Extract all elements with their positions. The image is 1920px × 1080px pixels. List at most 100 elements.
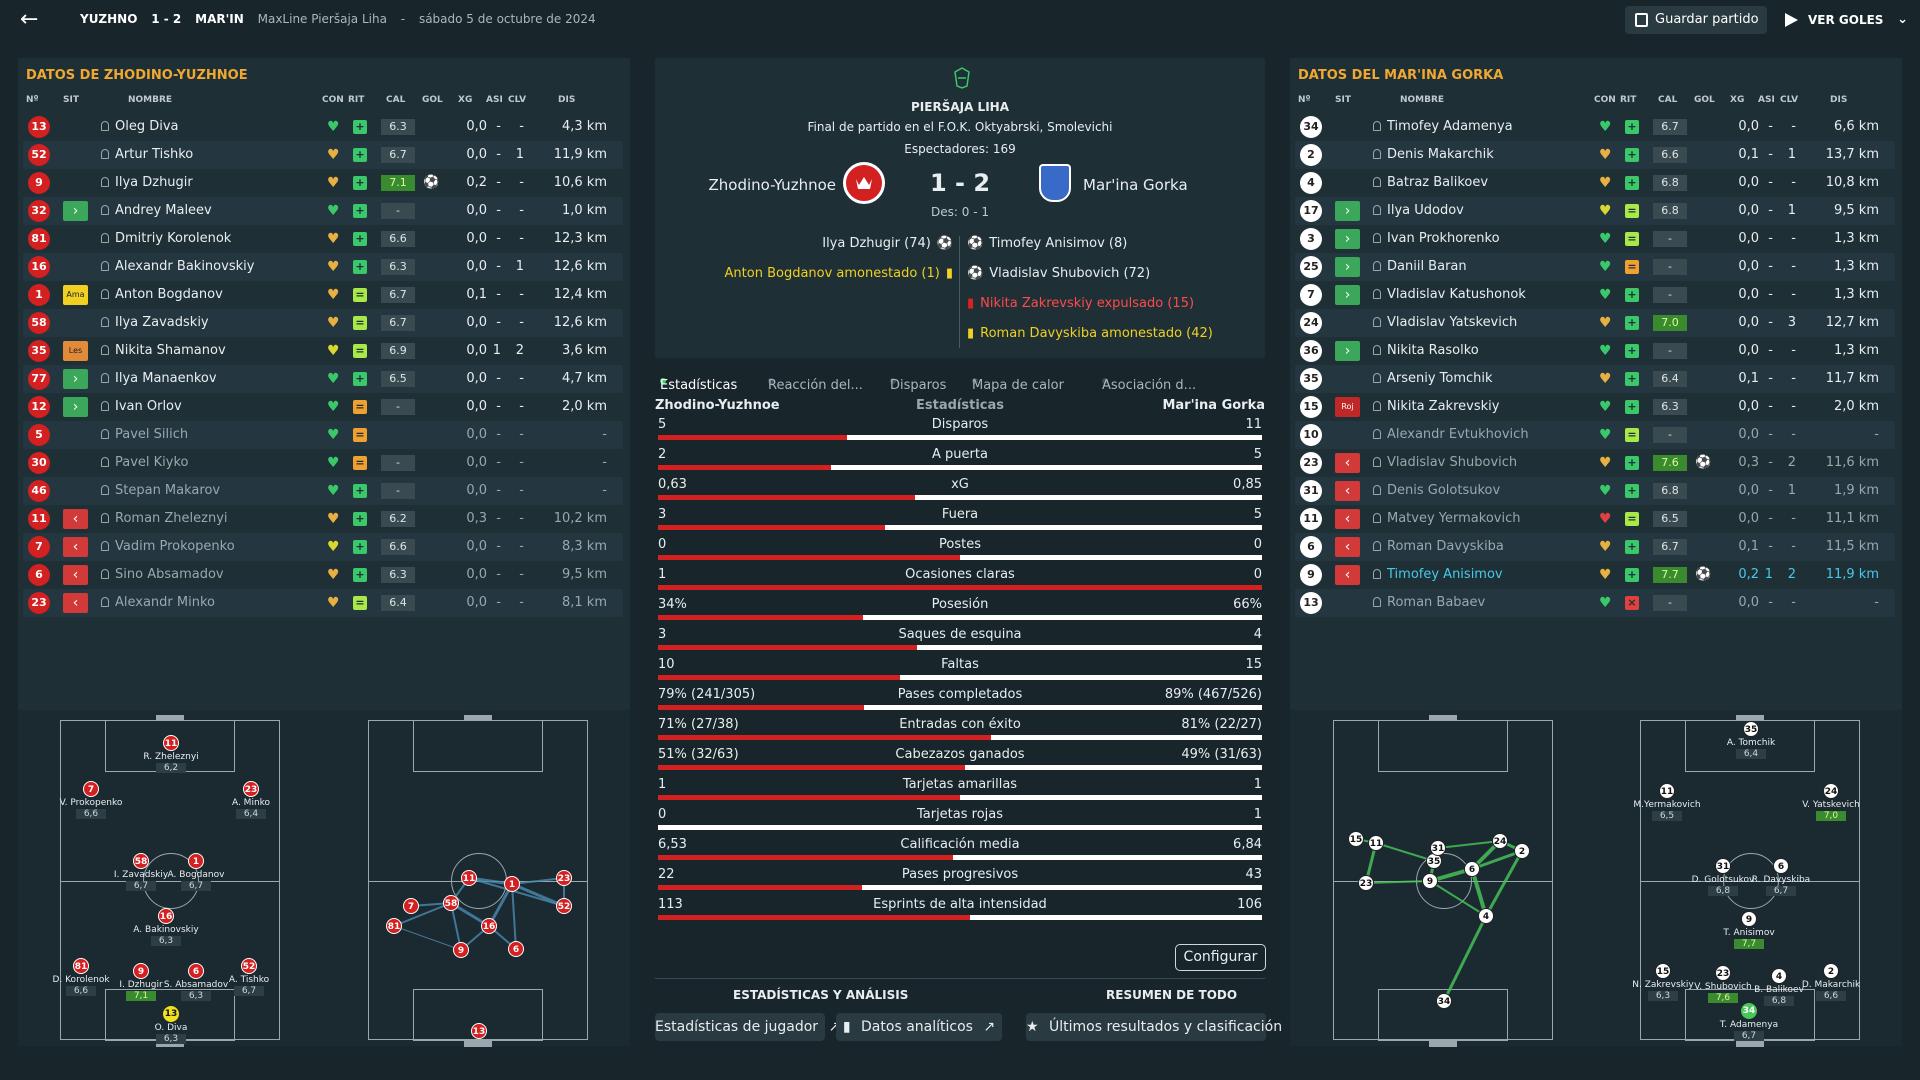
player-name[interactable]: Ilya Dzhugir (115, 175, 193, 190)
col-header-dis[interactable]: DIS (1830, 95, 1848, 105)
player-name[interactable]: Vladislav Shubovich (1387, 455, 1518, 470)
away-crest-icon[interactable] (1039, 164, 1071, 202)
table-row[interactable]: 7 ‹ Vadim Prokopenko ♥ +6.6 0,0- -8,3 km (23, 533, 623, 561)
table-row[interactable]: 7 › Vladislav Katushonok ♥ + -0,0- -1,3 km (1295, 281, 1895, 309)
pass-node-marker[interactable]: 16 (481, 918, 497, 934)
player-name[interactable]: Ivan Orlov (115, 399, 182, 414)
pass-node-marker[interactable]: 6 (1464, 861, 1480, 877)
formation-player-marker[interactable]: 7 (83, 781, 99, 797)
pass-node-marker[interactable]: 15 (1348, 831, 1364, 847)
col-header-asi[interactable]: ASI (486, 95, 503, 105)
formation-player-marker[interactable]: 6 (188, 963, 204, 979)
table-row[interactable]: 2 Denis Makarchik ♥ +6.6 0,1-1 13,7 km (1295, 141, 1895, 169)
col-header-gol[interactable]: GOL (422, 95, 443, 105)
player-name[interactable]: Ilya Udodov (1387, 203, 1464, 218)
col-header-n[interactable]: Nº (26, 95, 39, 105)
formation-player-marker[interactable]: 58 (133, 853, 149, 869)
save-match-button[interactable]: Guardar partido (1625, 6, 1767, 34)
formation-player-marker[interactable]: 81 (73, 958, 89, 974)
col-header-clv[interactable]: CLV (508, 95, 527, 105)
player-name[interactable]: Daniil Baran (1387, 259, 1467, 274)
formation-player-marker[interactable]: 23 (1715, 965, 1731, 981)
table-row[interactable]: 58 Ilya Zavadskiy ♥ = 6.7 0,0- -12,6 km (23, 309, 623, 337)
player-name[interactable]: Matvey Yermakovich (1387, 511, 1521, 526)
col-header-xg[interactable]: XG (458, 95, 473, 105)
player-name[interactable]: Alexandr Minko (115, 595, 215, 610)
player-name[interactable]: Pavel Silich (115, 427, 189, 442)
player-name[interactable]: Nikita Rasolko (1387, 343, 1479, 358)
formation-player-marker[interactable]: 1 (188, 853, 204, 869)
formation-player-marker[interactable]: 13 (163, 1006, 179, 1022)
table-row[interactable]: 12 › Ivan Orlov ♥ = -0,0- -2,0 km (23, 393, 623, 421)
pass-node-marker[interactable]: 34 (1436, 993, 1452, 1009)
home-team-name[interactable]: Zhodino-Yuzhnoe (708, 176, 837, 194)
table-row[interactable]: 6 ‹ Sino Absamadov ♥ +6.3 0,0- -9,5 km (23, 561, 623, 589)
configure-button[interactable]: Configurar (1175, 944, 1266, 971)
col-header-con[interactable]: CON (1594, 95, 1616, 105)
pass-node-marker[interactable]: 58 (443, 895, 459, 911)
table-row[interactable]: 4 Batraz Balikoev ♥ +6.8 0,0- -10,8 km (1295, 169, 1895, 197)
player-name[interactable]: Sino Absamadov (115, 567, 224, 582)
formation-player-marker[interactable]: 11 (163, 735, 179, 751)
player-name[interactable]: Roman Babaev (1387, 595, 1486, 610)
table-row[interactable]: 16 Alexandr Bakinovskiy ♥ +6.3 0,0-1 12,6 km (23, 253, 623, 281)
table-row[interactable]: 52 Artur Tishko ♥ +6.7 0,0-1 11,9 km (23, 141, 623, 169)
formation-player-marker[interactable]: 9 (1741, 911, 1757, 927)
table-row[interactable]: 15 Roj Nikita Zakrevskiy ♥ +6.3 0,0- -2,0 km (1295, 393, 1895, 421)
player-name[interactable]: Denis Golotsukov (1387, 483, 1501, 498)
pass-node-marker[interactable]: 81 (386, 918, 402, 934)
col-header-clv[interactable]: CLV (1780, 95, 1799, 105)
table-row[interactable]: 24 Vladislav Yatskevich ♥ +7.0 0,0-3 12,7 km (1295, 309, 1895, 337)
table-row[interactable]: 35 Arseniy Tomchik ♥ +6.4 0,1- -11,7 km (1295, 365, 1895, 393)
table-row[interactable]: 1 Ama Anton Bogdanov ♥ = 6.7 0,1- -12,4 km (23, 281, 623, 309)
table-row[interactable]: 77 › Ilya Manaenkov ♥ +6.5 0,0- -4,7 km (23, 365, 623, 393)
col-header-con[interactable]: CON (322, 95, 344, 105)
player-name[interactable]: Ilya Zavadskiy (115, 315, 209, 330)
col-header-name[interactable]: NOMBRE (1400, 95, 1445, 105)
pass-node-marker[interactable]: 7 (403, 898, 419, 914)
formation-player-marker[interactable]: 16 (158, 908, 174, 924)
table-row[interactable]: 10 Alexandr Evtukhovich ♥ = -0,0- - - (1295, 421, 1895, 449)
table-row[interactable]: 25 › Daniil Baran ♥ = -0,0- -1,3 km (1295, 253, 1895, 281)
player-name[interactable]: Pavel Kiyko (115, 455, 189, 470)
col-header-dis[interactable]: DIS (558, 95, 576, 105)
table-row[interactable]: 9 Ilya Dzhugir ♥ +7.1 ⚽ 0,2- -10,6 km (23, 169, 623, 197)
formation-player-marker[interactable]: 34 (1741, 1003, 1757, 1019)
view-goals-button[interactable]: VER GOLES ⌄ (1782, 6, 1912, 34)
player-name[interactable]: Ivan Prokhorenko (1387, 231, 1500, 246)
formation-player-marker[interactable]: 23 (243, 781, 259, 797)
col-header-xg[interactable]: XG (1730, 95, 1745, 105)
player-name[interactable]: Andrey Maleev (115, 203, 212, 218)
results-table-button[interactable]: ★ Últimos resultados y clasificación (1026, 1013, 1282, 1041)
table-row[interactable]: 36 › Nikita Rasolko ♥ + -0,0- -1,3 km (1295, 337, 1895, 365)
pass-node-marker[interactable]: 2 (1514, 843, 1530, 859)
table-row[interactable]: 31 ‹ Denis Golotsukov ♥ +6.8 0,0-1 1,9 km (1295, 477, 1895, 505)
player-name[interactable]: Vladislav Yatskevich (1387, 315, 1518, 330)
player-name[interactable]: Vladislav Katushonok (1387, 287, 1526, 302)
home-crest-icon[interactable] (843, 162, 885, 204)
formation-player-marker[interactable]: 11 (1659, 783, 1675, 799)
col-header-rit[interactable]: RIT (1620, 95, 1637, 105)
player-name[interactable]: Arseniy Tomchik (1387, 371, 1493, 386)
table-row[interactable]: 81 Dmitriy Korolenok ♥ +6.6 0,0- -12,3 km (23, 225, 623, 253)
table-row[interactable]: 23 ‹ Vladislav Shubovich ♥ +7.6 ⚽ 0,3-2 11,6 km (1295, 449, 1895, 477)
formation-player-marker[interactable]: 52 (241, 958, 257, 974)
table-row[interactable]: 9 ‹ Timofey Anisimov ♥ +7.7 ⚽ 0,2 1 2 11,9 km (1295, 561, 1895, 589)
pass-node-marker[interactable]: 9 (1422, 873, 1438, 889)
player-name[interactable]: Vadim Prokopenko (115, 539, 235, 554)
formation-player-marker[interactable]: 9 (133, 963, 149, 979)
table-row[interactable]: 30 Pavel Kiyko ♥ = -0,0- - - (23, 449, 623, 477)
table-row[interactable]: 3 › Ivan Prokhorenko ♥ = -0,0- -1,3 km (1295, 225, 1895, 253)
table-row[interactable]: 6 ‹ Roman Davyskiba ♥ +6.7 0,1- -11,5 km (1295, 533, 1895, 561)
pass-node-marker[interactable]: 11 (461, 870, 477, 886)
col-header-sit[interactable]: SIT (1335, 95, 1351, 105)
table-row[interactable]: 11 ‹ Roman Zheleznyi ♥ +6.2 0,3- -10,2 km (23, 505, 623, 533)
pass-node-marker[interactable]: 24 (1492, 833, 1508, 849)
player-name[interactable]: Timofey Adamenya (1387, 119, 1513, 134)
back-arrow-icon[interactable]: ← (20, 7, 39, 32)
formation-player-marker[interactable]: 31 (1715, 858, 1731, 874)
table-row[interactable]: 13 Oleg Diva ♥ +6.3 0,0- -4,3 km (23, 113, 623, 141)
pass-node-marker[interactable]: 31 (1430, 840, 1446, 856)
pass-node-marker[interactable]: 1 (504, 876, 520, 892)
table-row[interactable]: 5 Pavel Silich ♥ = 0,0- - - (23, 421, 623, 449)
